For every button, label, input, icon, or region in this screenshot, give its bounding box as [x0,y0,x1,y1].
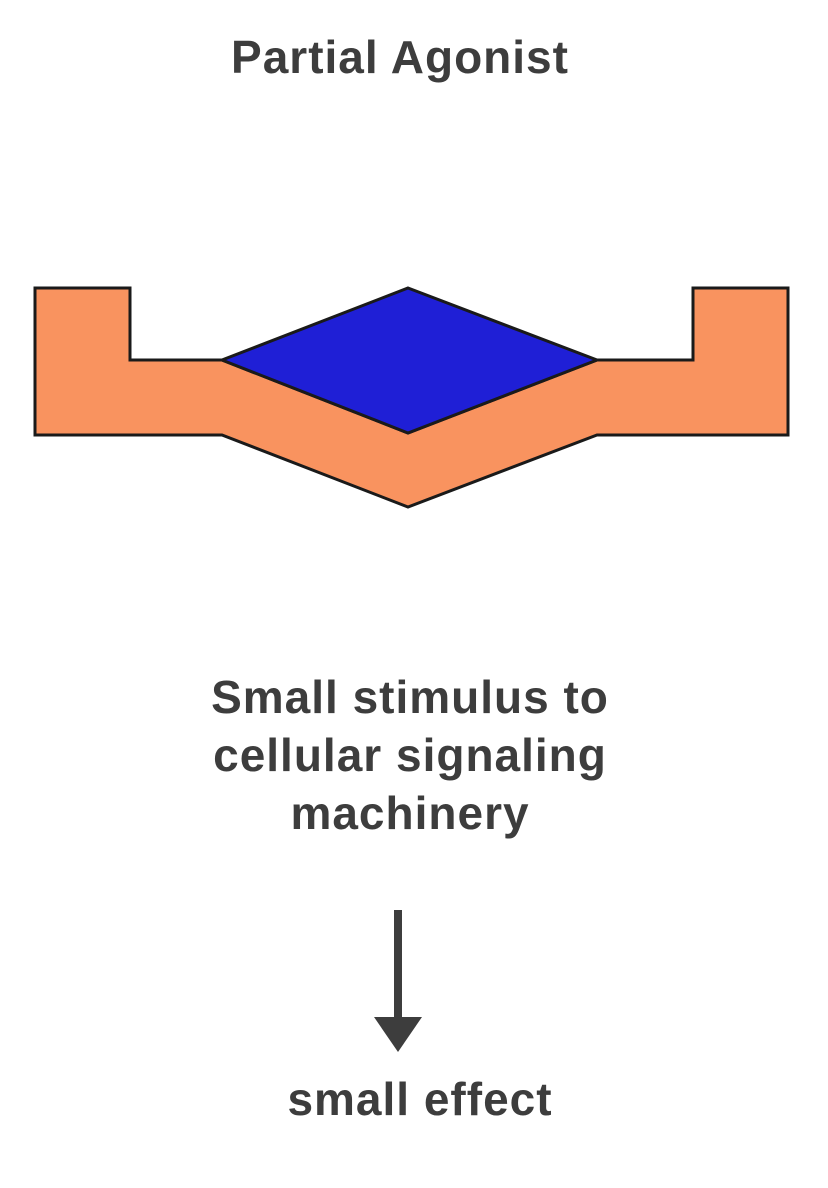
down-arrow-icon [374,910,422,1052]
receptor-ligand-diagram [33,286,790,509]
diagram-title: Partial Agonist [231,31,569,83]
caption-line-2: cellular signaling [213,729,607,781]
effect-label: small effect [287,1073,553,1125]
stimulus-caption: Small stimulus to cellular signaling mac… [100,668,720,842]
receptor-shape [33,286,790,509]
caption-line-3: machinery [290,787,530,839]
caption-line-1: Small stimulus to [211,671,609,723]
ligand-shape [217,286,602,435]
